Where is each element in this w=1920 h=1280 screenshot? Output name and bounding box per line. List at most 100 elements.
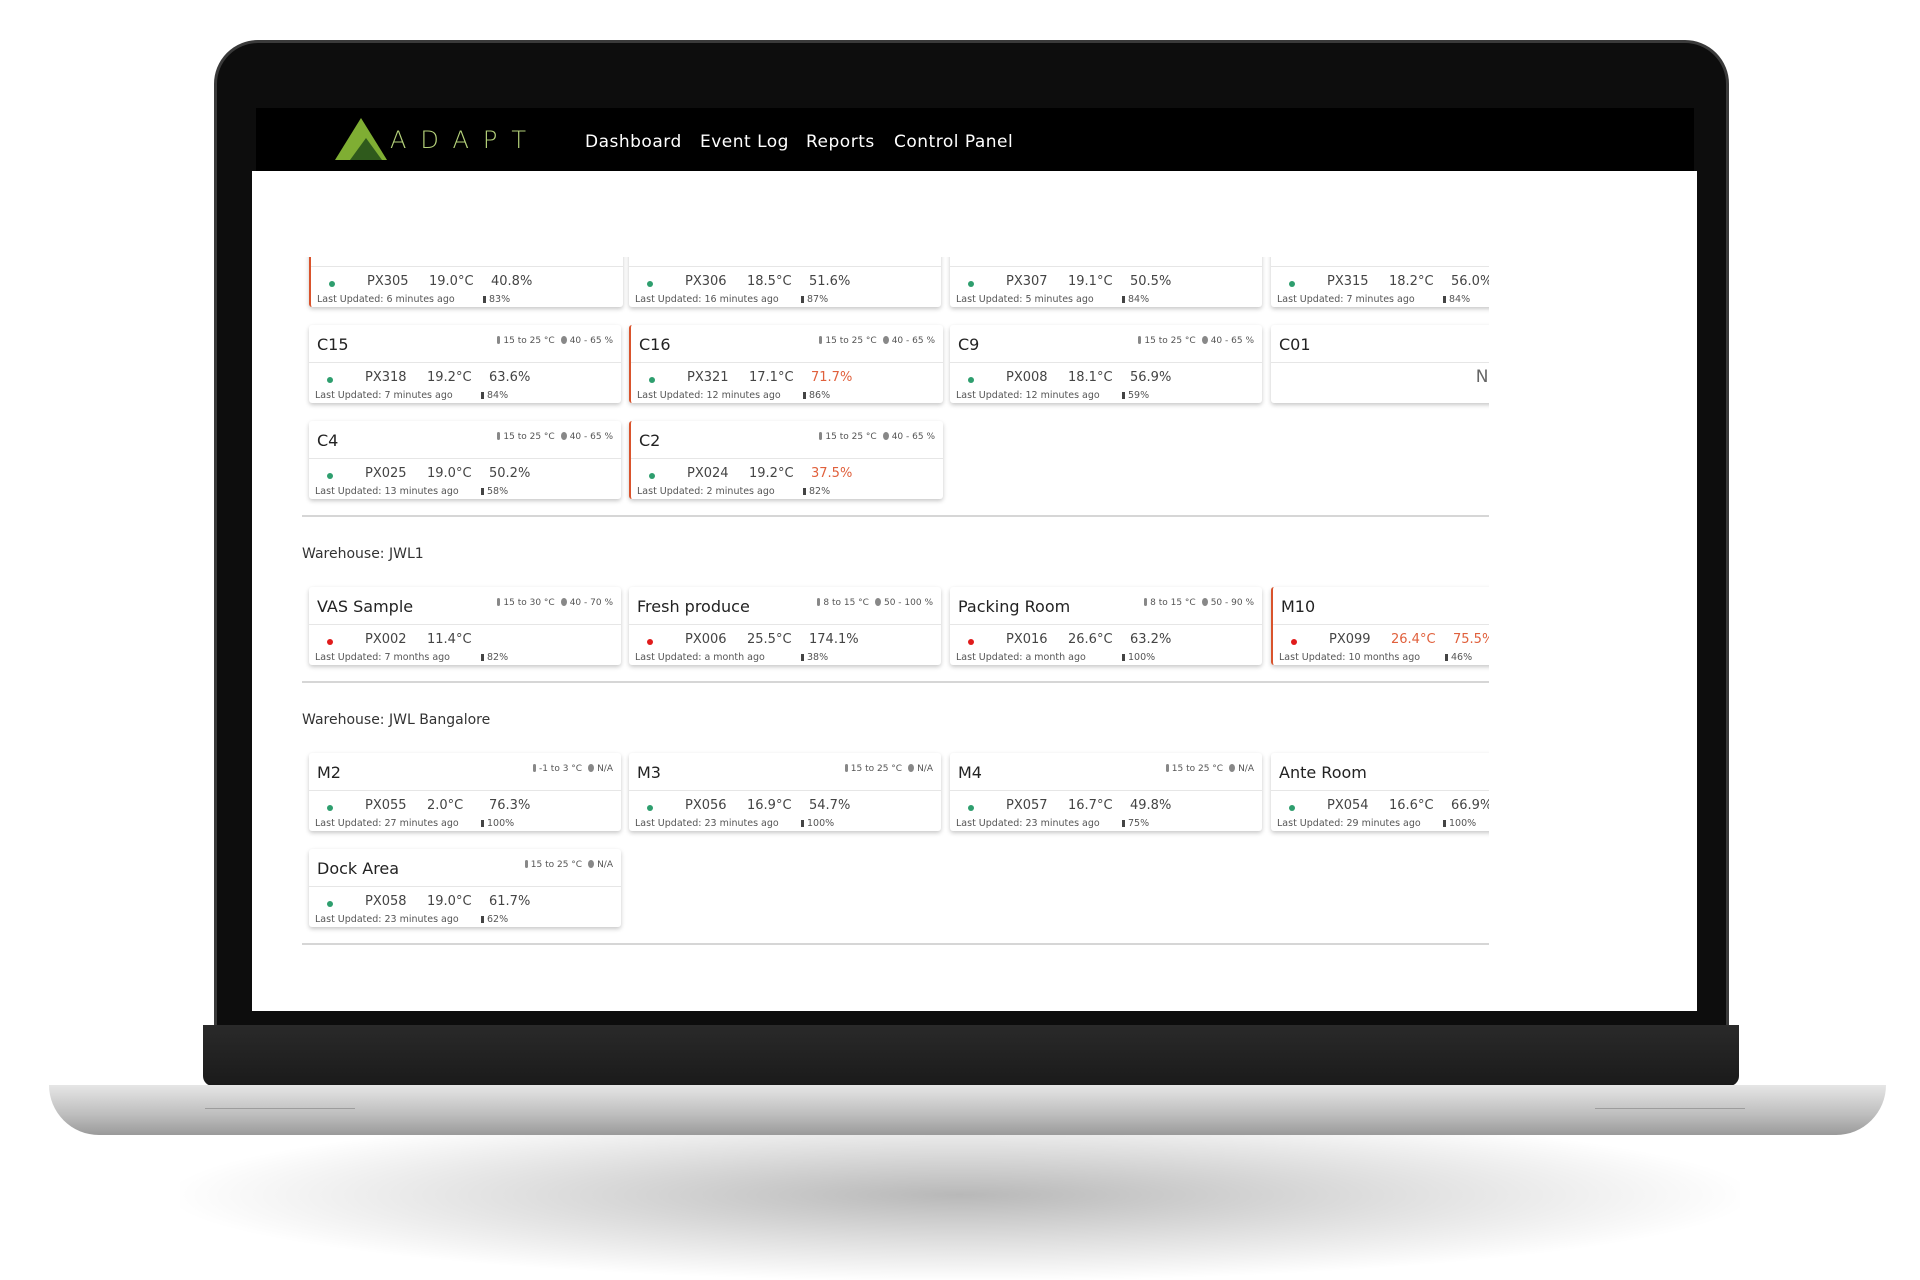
room-card[interactable]: M1014 to 1PX09926.4°C75.5%Last Updated: …: [1271, 587, 1489, 665]
room-card[interactable]: PX307 19.1°C 50.5% Last Updated: 5 minutes …: [950, 257, 1262, 307]
thermo-icon: [524, 860, 528, 868]
last-updated: Last Updated: 23 minutes ago: [956, 818, 1100, 829]
status-dot: [327, 805, 333, 811]
status-dot: [1289, 805, 1295, 811]
room-card[interactable]: Packing Room 8 to 15 °C 50 - 90 % PX016 26.6…: [950, 587, 1262, 665]
temperature: 18.5°C: [747, 274, 792, 289]
battery-level: 87%: [807, 294, 829, 305]
temp-range: 15 to 30 °C: [503, 598, 555, 608]
temperature: 25.5°C: [747, 632, 792, 647]
temperature: 19.1°C: [1068, 274, 1113, 289]
last-updated: Last Updated: 12 minutes ago: [637, 390, 781, 401]
humidity: 49.8%: [1130, 798, 1172, 813]
card-separator: [950, 266, 1262, 267]
room-name: M10: [1281, 597, 1316, 616]
room-card[interactable]: C15 15 to 25 °C 40 - 65 % PX318 19.2°C 63.6% L…: [309, 325, 621, 403]
room-name: C15: [317, 335, 349, 354]
temperature: 19.0°C: [429, 274, 474, 289]
card-separator: [309, 362, 621, 363]
room-card[interactable]: C16 15 to 25 °C 40 - 65 % PX321 17.1°C 71.7% L…: [629, 325, 943, 403]
section-divider: [302, 681, 1489, 683]
card-separator: [309, 886, 621, 887]
temp-range: 15 to 25 °C: [503, 432, 555, 442]
room-card[interactable]: M3 15 to 25 °C N/A PX056 16.9°C 54.7% Last Upd…: [629, 753, 941, 831]
humidity-range: 40 - 65 %: [891, 432, 935, 442]
temp-range: 15 to 25 °C: [850, 764, 903, 774]
room-card[interactable]: C2 15 to 25 °C 40 - 65 % PX024 19.2°C 37.5% La…: [629, 421, 943, 499]
battery: 100%: [1443, 818, 1476, 829]
temperature: 2.0°C: [427, 798, 464, 813]
battery: 82%: [481, 652, 508, 663]
last-updated: Last Updated: 5 minutes ago: [956, 294, 1094, 305]
room-ranges: 15 to 25 °C 40 - 65 %: [1132, 336, 1254, 346]
nav-link[interactable]: Dashboard: [585, 132, 682, 152]
temp-range: 8 to 15 °C: [823, 598, 869, 608]
room-name: C9: [958, 335, 980, 354]
room-name: Dock Area: [317, 859, 400, 878]
card-separator: [950, 790, 1262, 791]
battery-level: 59%: [1128, 390, 1150, 401]
thermo-icon: [1165, 764, 1169, 772]
humidity-range: 40 - 65 %: [891, 336, 935, 346]
battery: 62%: [481, 914, 508, 925]
humidity: 66.9%: [1451, 798, 1489, 813]
temperature: 19.2°C: [427, 370, 472, 385]
battery-icon: [1122, 820, 1125, 827]
section-divider: [302, 515, 1489, 517]
room-card[interactable]: PX315 18.2°C 56.0% Last Updated: 7 minutes …: [1271, 257, 1489, 307]
battery-icon: [483, 296, 486, 303]
warehouse-title: Warehouse: JWL1: [302, 546, 424, 562]
room-ranges: 15 to 25 °C 40 - 65 %: [491, 432, 613, 442]
brand[interactable]: ADAPT: [390, 126, 541, 154]
temperature: 16.6°C: [1389, 798, 1434, 813]
room-card[interactable]: M2 -1 to 3 °C N/A PX055 2.0°C 76.3% Last Updat…: [309, 753, 621, 831]
last-updated: Last Updated: 12 minutes ago: [956, 390, 1100, 401]
room-card[interactable]: Dock Area 15 to 25 °C N/A PX058 19.0°C 61.7% L…: [309, 849, 621, 927]
room-card[interactable]: C4 15 to 25 °C 40 - 65 % PX025 19.0°C 50.2% La…: [309, 421, 621, 499]
room-card[interactable]: VAS Sample 15 to 30 °C 40 - 70 % PX002 11.4°…: [309, 587, 621, 665]
humidity-range: 40 - 65 %: [1210, 336, 1254, 346]
room-card[interactable]: C0115 to 2No devices: [1271, 325, 1489, 403]
room-name: VAS Sample: [317, 597, 414, 616]
room-card[interactable]: C9 15 to 25 °C 40 - 65 % PX008 18.1°C 56.9% La…: [950, 325, 1262, 403]
thermo-icon: [819, 336, 823, 344]
humidity: 50.5%: [1130, 274, 1172, 289]
room-card[interactable]: PX306 18.5°C 51.6% Last Updated: 16 minutes…: [629, 257, 941, 307]
navbar: [256, 108, 1694, 172]
room-card[interactable]: M4 15 to 25 °C N/A PX057 16.7°C 49.8% Last Upd…: [950, 753, 1262, 831]
battery-level: 46%: [1451, 652, 1473, 663]
temperature: 19.0°C: [427, 466, 472, 481]
nav-link[interactable]: Control Panel: [894, 132, 1014, 152]
status-dot: [327, 901, 333, 907]
last-updated: Last Updated: 7 months ago: [315, 652, 450, 663]
device-id: PX307: [1006, 274, 1048, 289]
humidity-range: N/A: [597, 764, 613, 774]
battery-level: 75%: [1128, 818, 1150, 829]
humidity: 63.6%: [489, 370, 531, 385]
battery-icon: [481, 820, 484, 827]
room-card[interactable]: Ante Room1PX05416.6°C66.9%Last Updated: …: [1271, 753, 1489, 831]
room-name: C2: [639, 431, 661, 450]
thermo-icon: [1144, 598, 1148, 606]
status-dot: [968, 805, 974, 811]
humidity-range: N/A: [917, 764, 933, 774]
card-separator: [309, 624, 621, 625]
temperature: 16.9°C: [747, 798, 792, 813]
room-ranges: -1 to 3 °C N/A: [527, 764, 613, 774]
room-card[interactable]: Fresh produce 8 to 15 °C 50 - 100 % PX006 25…: [629, 587, 941, 665]
drop-icon: [560, 432, 567, 440]
card-separator: [309, 458, 621, 459]
status-dot: [649, 377, 655, 383]
nav-link[interactable]: Event Log: [700, 132, 789, 152]
room-name: M2: [317, 763, 341, 782]
nav-link[interactable]: Reports: [806, 132, 875, 152]
battery-level: 84%: [1128, 294, 1150, 305]
battery-icon: [1122, 296, 1125, 303]
battery-level: 83%: [489, 294, 511, 305]
drop-icon: [1201, 336, 1208, 344]
room-card[interactable]: PX305 19.0°C 40.8% Last Updated: 6 minutes …: [309, 257, 623, 307]
room-name: M4: [958, 763, 982, 782]
temp-range: 15 to 25 °C: [1144, 336, 1196, 346]
status-dot: [968, 377, 974, 383]
battery: 86%: [803, 390, 830, 401]
